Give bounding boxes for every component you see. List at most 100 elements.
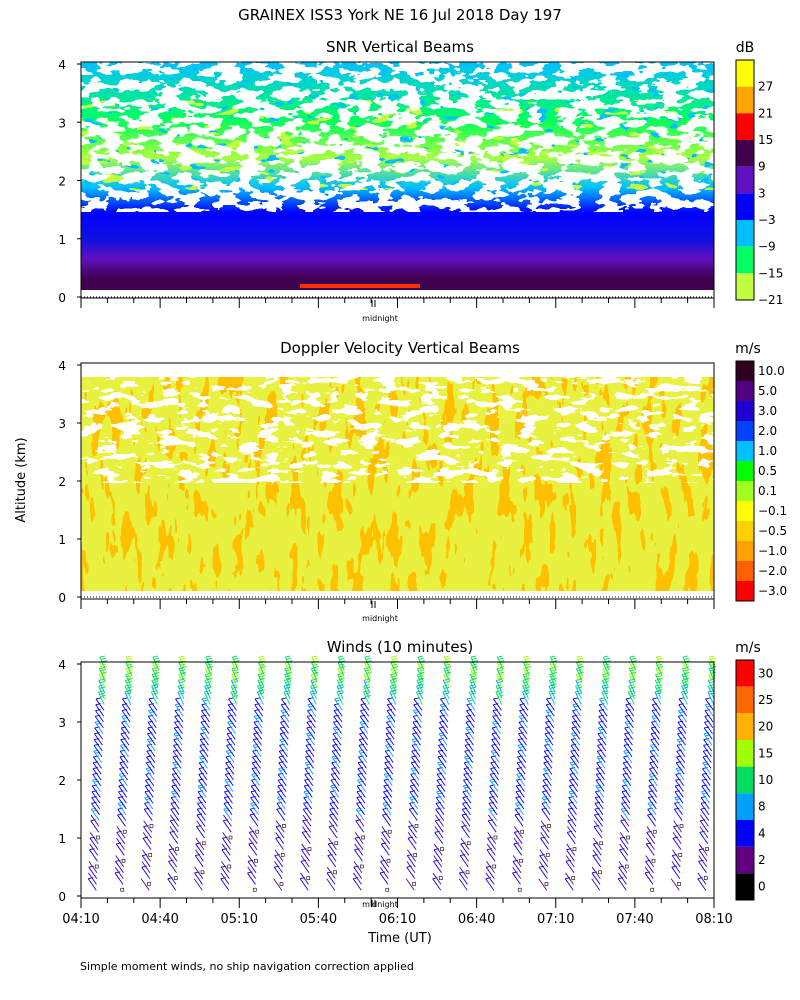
barb-shaft (331, 756, 341, 769)
barb-shaft (253, 727, 263, 740)
barb-feather (551, 657, 557, 660)
barb-shaft (493, 698, 502, 711)
barb-shaft (412, 733, 421, 746)
barb-shaft (151, 685, 158, 699)
barb-shaft (199, 739, 209, 752)
colorbar-swatch (736, 521, 754, 541)
barb-shaft (443, 656, 451, 670)
barb-shaft (517, 756, 526, 769)
barb-feather (546, 697, 552, 700)
barb-shaft (258, 656, 266, 670)
barb-shaft (220, 878, 230, 891)
barb-shaft (301, 832, 311, 845)
barb-shaft (433, 861, 442, 874)
calm-marker (678, 853, 683, 857)
barb-shaft (146, 750, 156, 763)
barb-shaft (700, 797, 710, 810)
barb-shaft (602, 674, 609, 688)
colorbar-label: 20 (758, 720, 773, 734)
barb-shaft (328, 820, 338, 833)
barb-feather (338, 655, 344, 658)
barb-shaft (143, 808, 153, 821)
barb-shaft (466, 698, 476, 711)
y-tick-label: 3 (58, 716, 66, 730)
barb-shaft (490, 756, 500, 769)
barb-feather (631, 660, 638, 663)
barb-shaft (673, 826, 682, 839)
barb-shaft (655, 656, 663, 670)
barb-feather (652, 697, 658, 700)
barb-shaft (545, 721, 554, 734)
barb-shaft (97, 691, 105, 705)
colorbar-label: 0 (758, 880, 766, 894)
barb-shaft (645, 843, 655, 856)
x-tick-label: 06:40 (458, 912, 495, 927)
barb-shaft (645, 855, 655, 868)
barb-feather (493, 697, 499, 700)
colorbar-swatch (736, 793, 754, 820)
barb-shaft (490, 762, 500, 775)
barb-shaft (488, 808, 498, 821)
calm-marker (120, 887, 125, 892)
barb-shaft (302, 826, 311, 839)
calm-marker (520, 829, 525, 834)
barb-shaft (541, 803, 551, 816)
barb-shaft (279, 727, 289, 740)
calm-marker (334, 841, 339, 846)
barb-shaft (224, 779, 234, 792)
barb-shaft (227, 716, 237, 729)
barb-shaft (177, 691, 185, 705)
barb-shaft (675, 768, 685, 781)
barb-shaft (247, 872, 256, 885)
barb-shaft (675, 779, 684, 792)
barb-shaft (257, 668, 265, 682)
barb-shaft (702, 762, 712, 775)
barb-shaft (354, 843, 364, 856)
barb-shaft (488, 797, 498, 810)
doppler-title: Doppler Velocity Vertical Beams (280, 339, 520, 357)
snr-white-gaps (81, 62, 714, 212)
barb-shaft (543, 762, 553, 775)
calm-marker (571, 876, 576, 880)
barb-shaft (543, 750, 553, 763)
barb-shaft (222, 832, 232, 845)
barb-feather (232, 655, 238, 658)
barb-feather (201, 697, 208, 700)
barb-shaft (575, 685, 582, 699)
wind-profile (193, 655, 214, 891)
calm-marker (359, 864, 364, 869)
barb-shaft (542, 779, 552, 792)
barb-shaft (142, 849, 151, 862)
barb-shaft (152, 662, 159, 676)
barb-shaft (227, 704, 237, 717)
barb-shaft (118, 779, 128, 792)
barb-shaft (205, 662, 212, 676)
barb-shaft (92, 779, 101, 792)
barb-shaft (333, 710, 343, 723)
barb-shaft (655, 674, 662, 688)
barb-shaft (122, 698, 131, 711)
colorbar-swatch (736, 166, 754, 194)
barb-shaft (410, 774, 420, 787)
barb-shaft (677, 733, 686, 746)
barb-shaft (299, 878, 309, 891)
barb-shaft (700, 803, 710, 816)
colorbar-label: 27 (758, 80, 773, 94)
barb-shaft (257, 685, 264, 699)
barb-shaft (592, 843, 602, 856)
barb-shaft (628, 668, 636, 682)
barb-shaft (116, 837, 125, 850)
colorbar-label: 1.0 (758, 444, 777, 458)
barb-shaft (145, 762, 155, 775)
barb-shaft (252, 750, 262, 763)
barb-shaft (462, 797, 472, 810)
barb-feather (286, 657, 292, 660)
barb-shaft (172, 768, 181, 781)
barb-shaft (496, 662, 504, 676)
barb-shaft (440, 698, 449, 711)
barb-shaft (566, 832, 576, 845)
barb-shaft (93, 750, 103, 763)
barb-shaft (88, 861, 98, 874)
colorbar-swatch (736, 740, 754, 767)
figure-title: GRAINEX ISS3 York NE 16 Jul 2018 Day 197 (238, 6, 562, 24)
